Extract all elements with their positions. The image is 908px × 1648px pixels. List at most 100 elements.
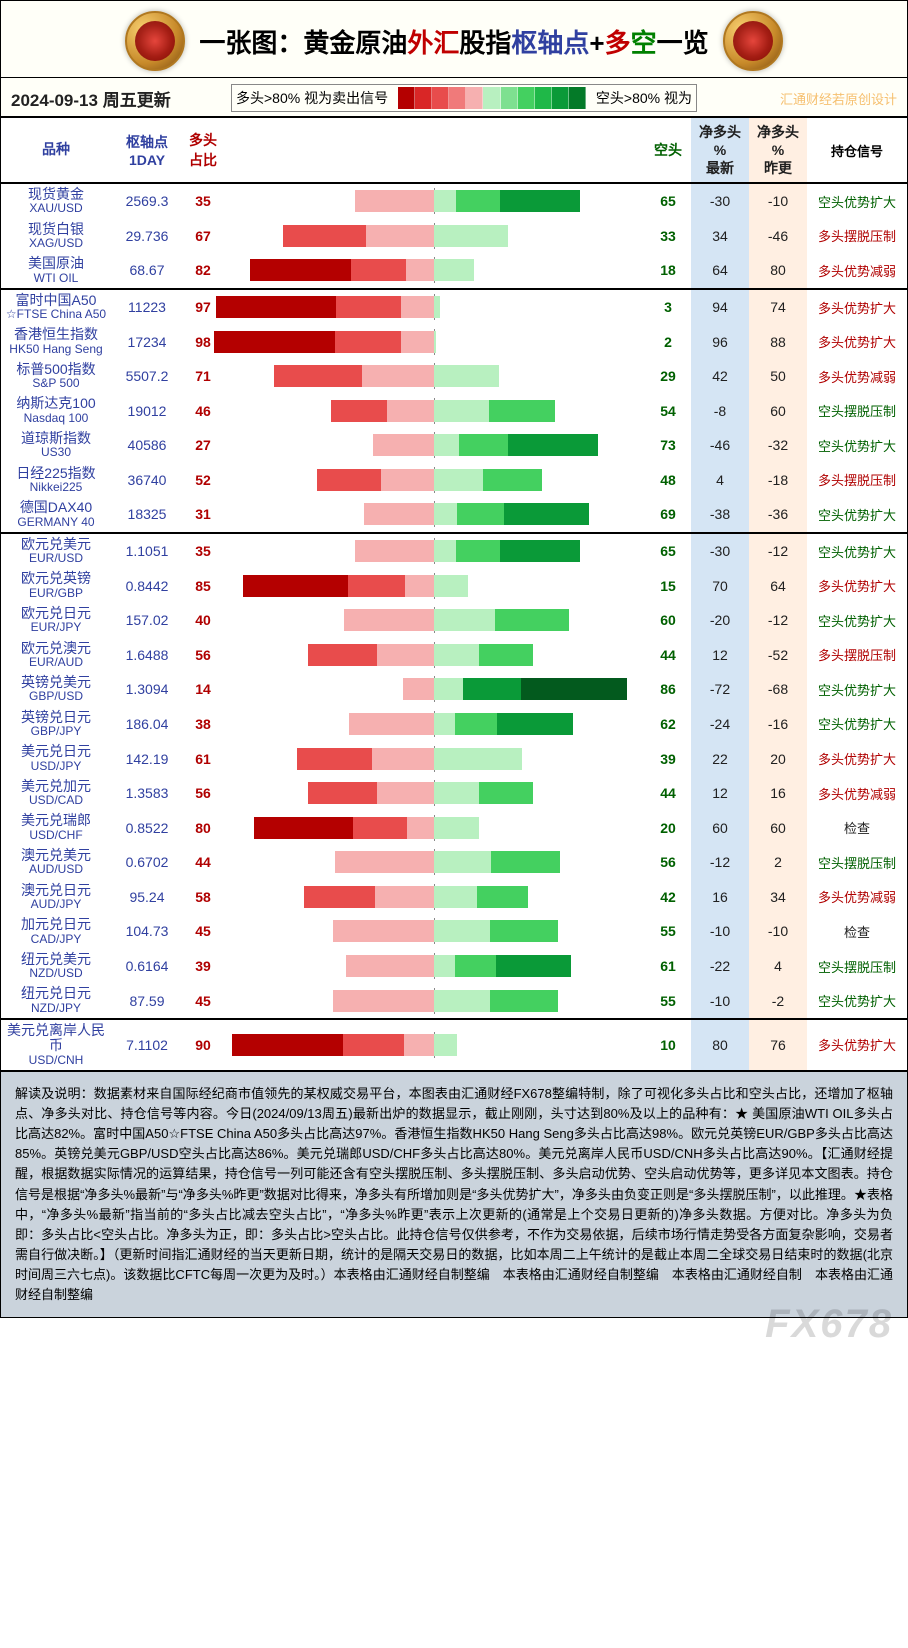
cell-long: 46 xyxy=(183,393,223,428)
table-row: 现货黄金XAU/USD2569.33565-30-10空头优势扩大 xyxy=(1,183,907,219)
cell-signal: 空头优势扩大 xyxy=(807,707,907,742)
cell-long: 80 xyxy=(183,810,223,845)
cell-net: -30 xyxy=(691,183,749,219)
cell-long: 39 xyxy=(183,949,223,984)
cell-pivot: 1.3094 xyxy=(111,672,183,707)
cell-pivot: 2569.3 xyxy=(111,183,183,219)
cell-bar xyxy=(223,949,645,984)
cell-prev: 76 xyxy=(749,1019,807,1070)
table-row: 加元兑日元CAD/JPY104.734555-10-10检查 xyxy=(1,914,907,949)
title-seg: 外汇 xyxy=(407,28,459,58)
cell-long: 35 xyxy=(183,183,223,219)
cell-net: 22 xyxy=(691,741,749,776)
cell-net: -20 xyxy=(691,603,749,638)
cell-prev: 64 xyxy=(749,568,807,603)
cell-signal: 多头摆脱压制 xyxy=(807,638,907,673)
seal-left-icon xyxy=(125,11,185,71)
table-row: 美元兑日元USD/JPY142.1961392220多头优势扩大 xyxy=(1,741,907,776)
table-row: 澳元兑日元AUD/JPY95.2458421634多头优势减弱 xyxy=(1,880,907,915)
cell-long: 45 xyxy=(183,983,223,1019)
cell-short: 62 xyxy=(645,707,691,742)
cell-signal: 空头优势扩大 xyxy=(807,497,907,533)
cell-name: 道琼斯指数US30 xyxy=(1,428,111,463)
cell-net: -10 xyxy=(691,914,749,949)
table-row: 欧元兑英镑EUR/GBP0.844285157064多头优势扩大 xyxy=(1,568,907,603)
cell-prev: -52 xyxy=(749,638,807,673)
legend-left-label: 多头>80% 视为卖出信号 xyxy=(236,88,388,108)
cell-signal: 空头摆脱压制 xyxy=(807,949,907,984)
table-row: 美元兑瑞郎USD/CHF0.852280206060检查 xyxy=(1,810,907,845)
cell-pivot: 40586 xyxy=(111,428,183,463)
cell-bar xyxy=(223,428,645,463)
cell-pivot: 19012 xyxy=(111,393,183,428)
cell-net: -30 xyxy=(691,533,749,569)
cell-pivot: 0.6164 xyxy=(111,949,183,984)
cell-name: 欧元兑澳元EUR/AUD xyxy=(1,638,111,673)
cell-prev: 88 xyxy=(749,324,807,359)
cell-short: 39 xyxy=(645,741,691,776)
cell-prev: -18 xyxy=(749,463,807,498)
cell-bar xyxy=(223,359,645,394)
cell-long: 14 xyxy=(183,672,223,707)
cell-bar xyxy=(223,914,645,949)
cell-name: 纽元兑日元NZD/JPY xyxy=(1,983,111,1019)
cell-signal: 空头摆脱压制 xyxy=(807,393,907,428)
cell-prev: 60 xyxy=(749,393,807,428)
cell-bar xyxy=(223,219,645,254)
cell-signal: 多头优势扩大 xyxy=(807,1019,907,1070)
cell-name: 加元兑日元CAD/JPY xyxy=(1,914,111,949)
table-row: 欧元兑日元EUR/JPY157.024060-20-12空头优势扩大 xyxy=(1,603,907,638)
cell-signal: 空头优势扩大 xyxy=(807,983,907,1019)
cell-bar xyxy=(223,741,645,776)
title-seg: 黄金原油 xyxy=(303,28,407,58)
cell-long: 56 xyxy=(183,776,223,811)
cell-net: 34 xyxy=(691,219,749,254)
cell-net: 70 xyxy=(691,568,749,603)
cell-name: 美元兑离岸人民币USD/CNH xyxy=(1,1019,111,1070)
cell-prev: 34 xyxy=(749,880,807,915)
th-prev: 净多头 % 昨更 xyxy=(749,117,807,183)
cell-short: 56 xyxy=(645,845,691,880)
table-row: 澳元兑美元AUD/USD0.67024456-122空头摆脱压制 xyxy=(1,845,907,880)
cell-net: 80 xyxy=(691,1019,749,1070)
cell-bar xyxy=(223,638,645,673)
cell-bar xyxy=(223,845,645,880)
date-label: 2024-09-13 周五更新 xyxy=(11,86,231,111)
title-seg: 多 xyxy=(605,28,631,58)
cell-net: -8 xyxy=(691,393,749,428)
cell-name: 富时中国A50☆FTSE China A50 xyxy=(1,289,111,325)
subheader: 2024-09-13 周五更新 多头>80% 视为卖出信号 空头>80% 视为 … xyxy=(1,78,907,116)
cell-short: 29 xyxy=(645,359,691,394)
cell-name: 欧元兑日元EUR/JPY xyxy=(1,603,111,638)
cell-net: 12 xyxy=(691,638,749,673)
cell-name: 纳斯达克100Nasdaq 100 xyxy=(1,393,111,428)
cell-short: 44 xyxy=(645,776,691,811)
cell-name: 现货黄金XAU/USD xyxy=(1,183,111,219)
cell-pivot: 186.04 xyxy=(111,707,183,742)
cell-short: 54 xyxy=(645,393,691,428)
th-long: 多头 占比 xyxy=(183,117,223,183)
cell-prev: -10 xyxy=(749,914,807,949)
cell-net: 64 xyxy=(691,253,749,289)
cell-short: 15 xyxy=(645,568,691,603)
cell-signal: 多头优势扩大 xyxy=(807,289,907,325)
cell-prev: -10 xyxy=(749,183,807,219)
chart-container: 一张图：黄金原油外汇股指枢轴点+多空一览 2024-09-13 周五更新 多头>… xyxy=(0,0,908,1318)
cell-signal: 空头优势扩大 xyxy=(807,428,907,463)
cell-signal: 空头优势扩大 xyxy=(807,672,907,707)
cell-name: 英镑兑日元GBP/JPY xyxy=(1,707,111,742)
table-row: 英镑兑日元GBP/JPY186.043862-24-16空头优势扩大 xyxy=(1,707,907,742)
cell-name: 美元兑日元USD/JPY xyxy=(1,741,111,776)
cell-prev: -32 xyxy=(749,428,807,463)
table-row: 日经225指数Nikkei2253674052484-18多头摆脱压制 xyxy=(1,463,907,498)
cell-prev: 60 xyxy=(749,810,807,845)
cell-pivot: 1.6488 xyxy=(111,638,183,673)
title-seg: 一张图： xyxy=(199,28,303,58)
cell-name: 美元兑瑞郎USD/CHF xyxy=(1,810,111,845)
cell-signal: 空头优势扩大 xyxy=(807,533,907,569)
table-row: 欧元兑美元EUR/USD1.10513565-30-12空头优势扩大 xyxy=(1,533,907,569)
cell-name: 德国DAX40GERMANY 40 xyxy=(1,497,111,533)
cell-pivot: 95.24 xyxy=(111,880,183,915)
cell-bar xyxy=(223,289,645,325)
cell-bar xyxy=(223,183,645,219)
